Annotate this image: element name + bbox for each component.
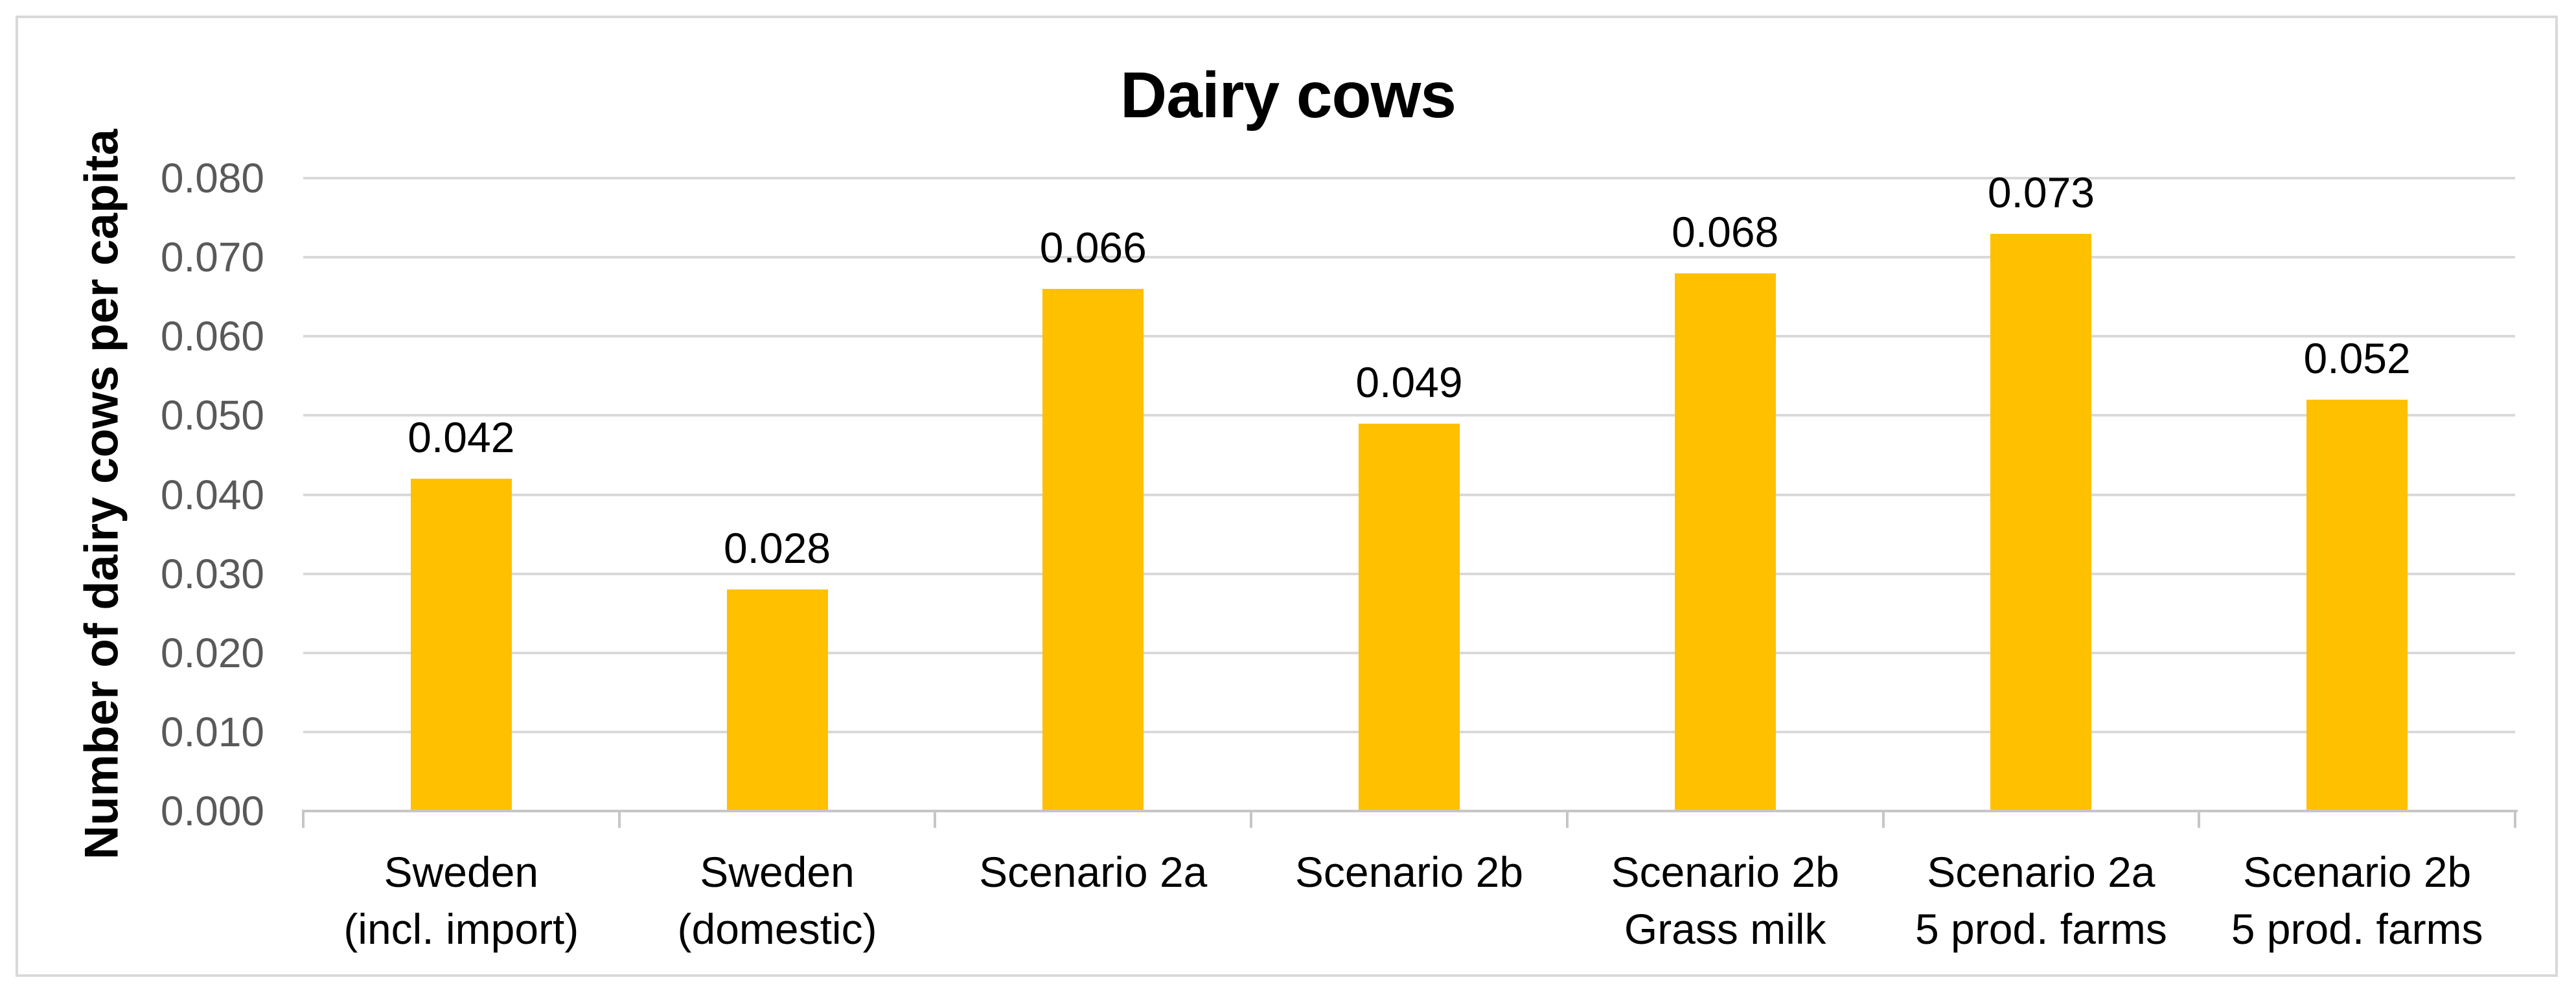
bar-value-label: 0.042 [408, 413, 515, 462]
x-category-label: Scenario 2b [1294, 848, 1524, 896]
gridline [303, 256, 2515, 259]
bar [2306, 399, 2408, 811]
x-axis-tick [1565, 811, 1569, 828]
x-axis-tick [1250, 811, 1253, 828]
gridline [303, 177, 2515, 179]
x-axis-line [302, 810, 2518, 812]
x-axis-tick [2514, 811, 2516, 828]
x-category-label: Scenario 2a [979, 848, 1208, 896]
x-axis-tick [2198, 811, 2201, 828]
y-tick-label: 0.070 [160, 234, 264, 281]
x-category-label: Scenario 2b Grass milk [1611, 848, 1839, 953]
chart-title: Dairy cows [1120, 59, 1456, 132]
x-category-label: Sweden (incl. import) [343, 848, 579, 953]
x-category-label: Scenario 2b 5 prod. farms [2231, 848, 2483, 953]
y-tick-label: 0.060 [160, 313, 264, 360]
plot-area: 0.042 0.028 0.066 0.049 0.068 0.073 0.052 [303, 168, 2515, 811]
bar [1990, 233, 2092, 811]
bar-value-label: 0.028 [723, 524, 831, 573]
x-axis-tick [1881, 811, 1885, 828]
y-tick-label: 0.050 [160, 392, 264, 439]
y-tick-label: 0.040 [160, 471, 264, 518]
bar-value-label: 0.073 [1987, 168, 2095, 216]
bar-value-label: 0.049 [1355, 358, 1463, 406]
x-axis-tick [617, 811, 621, 828]
y-tick-label: 0.030 [160, 550, 264, 597]
y-tick-label: 0.020 [160, 629, 264, 676]
x-axis-tick [934, 811, 937, 828]
gridline [303, 414, 2515, 417]
bar-value-label: 0.052 [2303, 334, 2411, 382]
gridline [303, 335, 2515, 338]
bar [726, 589, 828, 811]
y-tick-label: 0.010 [160, 708, 264, 755]
bar [1674, 273, 1776, 811]
bar-value-label: 0.066 [1039, 223, 1147, 271]
y-tick-label: 0.000 [160, 788, 264, 834]
x-category-label: Scenario 2a 5 prod. farms [1915, 848, 2167, 953]
x-category-label: Sweden (domestic) [677, 848, 877, 953]
bar [1042, 288, 1144, 811]
bar-value-label: 0.068 [1672, 207, 1779, 256]
bar [1359, 423, 1460, 811]
y-tick-label: 0.080 [160, 155, 264, 201]
x-axis-tick [302, 811, 305, 828]
bar [410, 479, 512, 811]
